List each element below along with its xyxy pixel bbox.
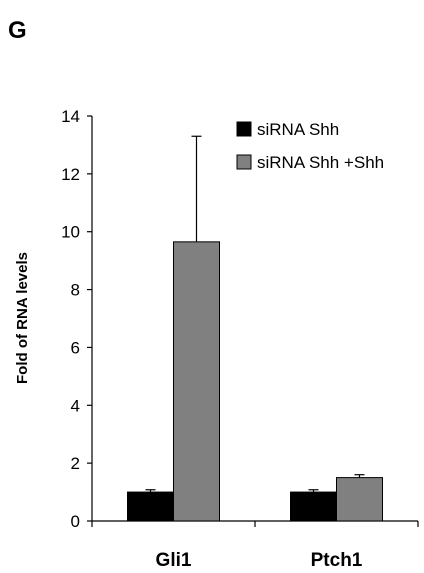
legend-label-siRNA-Shh-plus-Shh: siRNA Shh +Shh	[257, 153, 384, 172]
category-label-ptch1: Ptch1	[311, 550, 363, 571]
error-bars	[145, 135, 365, 493]
legend-swatch-siRNA-Shh-plus-Shh	[236, 154, 252, 170]
y-tick-label: 0	[71, 512, 80, 531]
bar-ptch1-series-1	[290, 491, 337, 522]
category-labels: Gli1 Ptch1	[156, 550, 363, 571]
y-tick-label: 12	[61, 165, 80, 184]
x-axis	[91, 520, 419, 527]
y-tick-label: 4	[71, 396, 80, 415]
y-tick-label: 14	[61, 107, 80, 126]
panel-label: G	[8, 17, 27, 44]
bar-ptch1-series-2	[336, 477, 383, 522]
bars	[127, 241, 383, 522]
y-tick-label: 2	[71, 454, 80, 473]
legend-swatch-siRNA-Shh	[236, 121, 252, 137]
y-axis-label: Fold of RNA levels	[14, 252, 31, 384]
x-ticks	[91, 521, 419, 527]
legend-label-siRNA-Shh: siRNA Shh	[257, 120, 339, 139]
y-tick-label: 6	[71, 338, 80, 357]
y-ticks: 0 2 4 6 8 10 12 14	[61, 107, 92, 531]
y-tick-label: 8	[71, 281, 80, 300]
bar-gli1-series-1	[127, 491, 174, 522]
legend: siRNA Shh siRNA Shh +Shh	[236, 120, 384, 172]
category-label-gli1: Gli1	[156, 550, 192, 571]
bar-gli1-series-2	[173, 241, 220, 522]
y-axis: 0 2 4 6 8 10 12 14	[61, 107, 93, 531]
y-tick-label: 10	[61, 223, 80, 242]
